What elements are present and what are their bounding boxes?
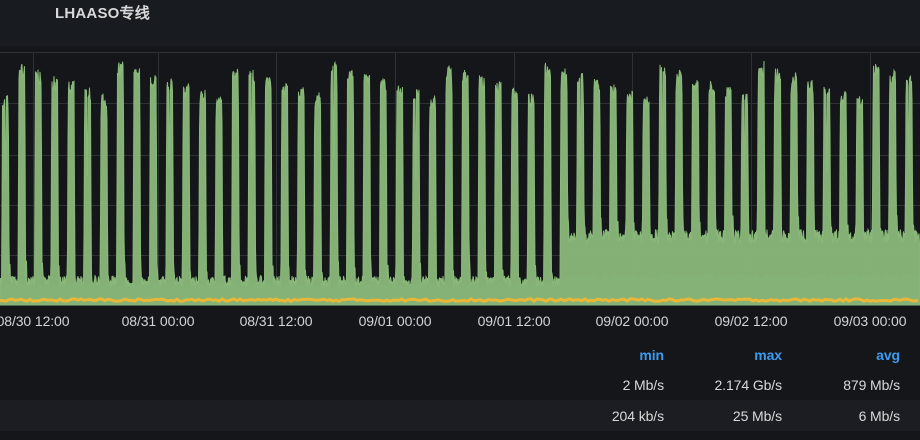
- legend-value-avg: 6 Mb/s: [858, 407, 901, 424]
- x-axis-tick-label: 08/30 12:00: [0, 313, 70, 329]
- x-axis-tick-label: 09/03 00:00: [833, 313, 907, 329]
- legend-value-max: 2.174 Gb/s: [714, 377, 783, 393]
- legend-value-min: 204 kb/s: [611, 407, 664, 424]
- legend-value-min: 2 Mb/s: [622, 377, 665, 393]
- x-axis-tick-label: 09/02 00:00: [595, 313, 669, 329]
- panel-header: LHAASO专线: [0, 0, 920, 46]
- page-title: LHAASO专线: [55, 5, 150, 22]
- legend-header-avg[interactable]: avg: [876, 347, 900, 363]
- chart-x-axis: 08/30 12:00 08/31 00:00 08/31 12:00 09/01 0…: [0, 308, 920, 338]
- legend-row[interactable]: 204 kb/s 25 Mb/s 6 Mb/s: [0, 400, 920, 431]
- x-axis-tick-label: 08/31 00:00: [121, 313, 195, 329]
- chart-plot-area[interactable]: [0, 46, 920, 308]
- x-axis-tick-label: 09/02 12:00: [714, 313, 788, 329]
- chart-series: [0, 60, 920, 306]
- legend-header-min[interactable]: min: [639, 347, 664, 363]
- legend-value-avg: 879 Mb/s: [843, 377, 900, 393]
- legend-value-max: 25 Mb/s: [732, 407, 782, 424]
- x-axis-tick-label: 08/31 12:00: [239, 313, 313, 329]
- x-axis-tick-label: 09/01 00:00: [358, 313, 432, 329]
- x-axis-tick-label: 09/01 12:00: [477, 313, 551, 329]
- legend-header-max[interactable]: max: [754, 347, 782, 363]
- chart-legend[interactable]: min max avg 2 Mb/s 2.174 Gb/s 879 Mb/s 2…: [0, 340, 920, 440]
- timeseries-svg[interactable]: [0, 46, 920, 308]
- series-area-inbound: [0, 60, 920, 306]
- legend-row[interactable]: 2 Mb/s 2.174 Gb/s 879 Mb/s: [0, 370, 920, 400]
- series-line-outbound: [0, 297, 919, 303]
- legend-header-row: min max avg: [0, 340, 920, 370]
